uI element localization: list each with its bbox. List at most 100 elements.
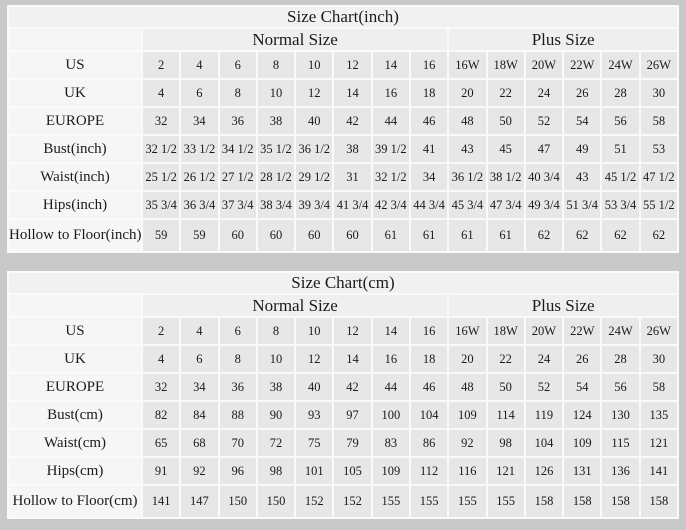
table-row: UK 4 6 8 10 12 14 16 18 20 22 24 26 28 30 (9, 80, 677, 106)
value-cell: 2 (143, 318, 180, 344)
value-cell: 50 (487, 374, 524, 400)
value-cell: 42 3/4 (372, 192, 409, 218)
value-cell: 126 (525, 458, 563, 484)
table-row: Bust(inch) 32 1/2 33 1/2 34 1/2 35 1/2 36 1/2… (9, 136, 677, 162)
value-cell: 36 (219, 108, 256, 134)
value-cell: 121 (487, 458, 524, 484)
value-cell: 46 (410, 374, 448, 400)
row-label: Waist(cm) (9, 430, 141, 456)
value-cell: 62 (525, 220, 563, 251)
value-cell: 42 (334, 374, 371, 400)
column-group-row: Normal Size Plus Size (9, 295, 677, 316)
column-group-header: Normal Size (143, 29, 448, 50)
value-cell: 52 (525, 374, 563, 400)
value-cell: 12 (296, 346, 333, 372)
value-cell: 72 (257, 430, 295, 456)
corner-cell (9, 29, 141, 50)
value-cell: 158 (640, 486, 677, 517)
value-cell: 39 1/2 (372, 136, 409, 162)
value-cell: 29 1/2 (296, 164, 333, 190)
value-cell: 10 (257, 346, 295, 372)
value-cell: 6 (219, 318, 256, 344)
value-cell: 24W (602, 52, 639, 78)
value-cell: 68 (181, 430, 218, 456)
value-cell: 58 (640, 374, 677, 400)
value-cell: 41 3/4 (334, 192, 371, 218)
value-cell: 90 (257, 402, 295, 428)
value-cell: 135 (640, 402, 677, 428)
row-label: Bust(inch) (9, 136, 141, 162)
row-label: Hips(cm) (9, 458, 141, 484)
value-cell: 49 3/4 (525, 192, 563, 218)
value-cell: 32 1/2 (372, 164, 409, 190)
value-cell: 16 (410, 318, 448, 344)
value-cell: 40 (296, 108, 333, 134)
value-cell: 40 (296, 374, 333, 400)
corner-cell (9, 295, 141, 316)
value-cell: 40 3/4 (525, 164, 563, 190)
value-cell: 34 (181, 108, 218, 134)
value-cell: 18 (410, 80, 448, 106)
value-cell: 30 (640, 80, 677, 106)
value-cell: 22 (487, 80, 524, 106)
value-cell: 16 (372, 80, 409, 106)
value-cell: 116 (449, 458, 486, 484)
value-cell: 26 (564, 80, 601, 106)
value-cell: 38 (257, 108, 295, 134)
value-cell: 104 (525, 430, 563, 456)
value-cell: 45 (487, 136, 524, 162)
value-cell: 12 (334, 318, 371, 344)
size-chart-cm-table: Size Chart(cm) Normal Size Plus Size US 2 4 6 8… (7, 271, 679, 519)
column-group-header: Plus Size (449, 295, 677, 316)
value-cell: 16 (410, 52, 448, 78)
value-cell: 60 (257, 220, 295, 251)
value-cell: 121 (640, 430, 677, 456)
value-cell: 26 (564, 346, 601, 372)
table-title: Size Chart(inch) (9, 7, 677, 27)
value-cell: 51 3/4 (564, 192, 601, 218)
value-cell: 47 (525, 136, 563, 162)
value-cell: 44 3/4 (410, 192, 448, 218)
value-cell: 4 (181, 52, 218, 78)
value-cell: 44 (372, 374, 409, 400)
value-cell: 75 (296, 430, 333, 456)
value-cell: 28 1/2 (257, 164, 295, 190)
value-cell: 35 3/4 (143, 192, 180, 218)
value-cell: 4 (181, 318, 218, 344)
value-cell: 56 (602, 108, 639, 134)
value-cell: 14 (334, 80, 371, 106)
value-cell: 31 (334, 164, 371, 190)
value-cell: 26W (640, 318, 677, 344)
value-cell: 8 (219, 346, 256, 372)
value-cell: 10 (296, 52, 333, 78)
value-cell: 16W (449, 318, 486, 344)
value-cell: 92 (181, 458, 218, 484)
value-cell: 119 (525, 402, 563, 428)
value-cell: 12 (296, 80, 333, 106)
value-cell: 6 (181, 80, 218, 106)
table-row: Bust(cm) 82 84 88 90 93 97 100 104 109 114 119 124 13… (9, 402, 677, 428)
row-label: Hollow to Floor(cm) (9, 486, 141, 517)
value-cell: 56 (602, 374, 639, 400)
value-cell: 48 (449, 374, 486, 400)
value-cell: 24 (525, 346, 563, 372)
value-cell: 91 (143, 458, 180, 484)
value-cell: 58 (640, 108, 677, 134)
table-row: US 2 4 6 8 10 12 14 16 16W 18W 20W 22W 24W 26W (9, 318, 677, 344)
value-cell: 48 (449, 108, 486, 134)
value-cell: 155 (449, 486, 486, 517)
value-cell: 109 (564, 430, 601, 456)
value-cell: 101 (296, 458, 333, 484)
value-cell: 42 (334, 108, 371, 134)
table-row: Waist(cm) 65 68 70 72 75 79 83 86 92 98 104 109 115 12… (9, 430, 677, 456)
value-cell: 62 (564, 220, 601, 251)
value-cell: 38 1/2 (487, 164, 524, 190)
value-cell: 109 (449, 402, 486, 428)
value-cell: 30 (640, 346, 677, 372)
value-cell: 20 (449, 80, 486, 106)
row-label: Waist(inch) (9, 164, 141, 190)
value-cell: 14 (372, 52, 409, 78)
table-row: Hollow to Floor(cm) 141 147 150 150 152 152 155… (9, 486, 677, 517)
value-cell: 51 (602, 136, 639, 162)
value-cell: 32 1/2 (143, 136, 180, 162)
